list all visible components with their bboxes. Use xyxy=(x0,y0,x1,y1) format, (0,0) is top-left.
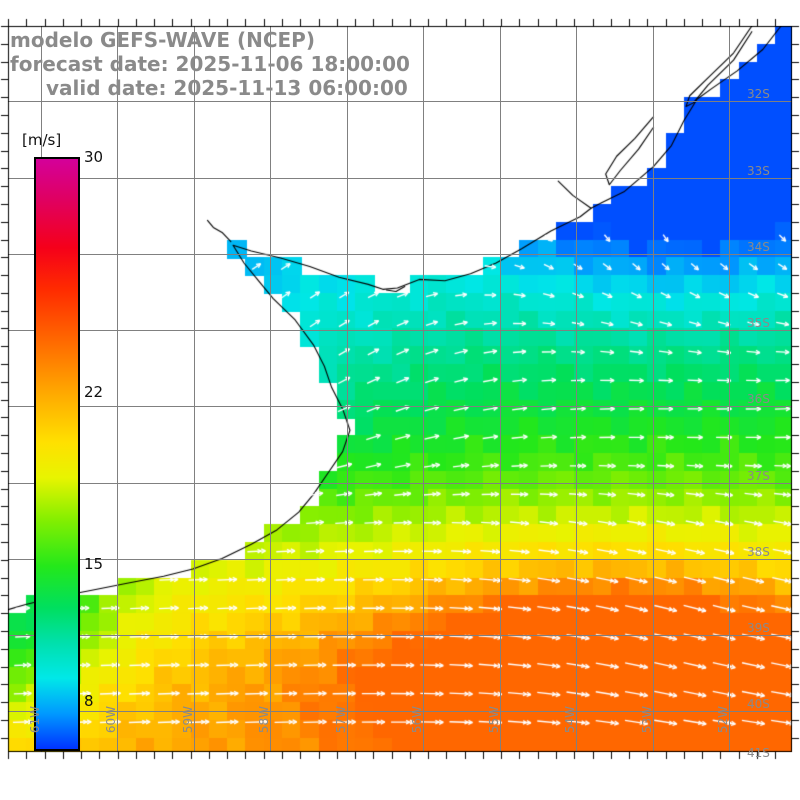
colorbar-tick-22: 22 xyxy=(84,382,104,401)
x-tick-label-61W: 61W xyxy=(28,706,42,734)
y-tick-label-38S: 38S xyxy=(747,545,770,559)
colorbar-unit-label: [m/s] xyxy=(22,131,62,149)
x-tick-label-59W: 59W xyxy=(181,706,195,734)
colorbar-tick-8: 8 xyxy=(84,691,94,710)
y-tick-label-35S: 35S xyxy=(747,316,770,330)
y-tick-label-32S: 32S xyxy=(747,87,770,101)
x-tick-label-55W: 55W xyxy=(487,706,501,734)
colorbar-gradient xyxy=(34,157,80,751)
y-tick-label-41S: 41S xyxy=(747,746,770,760)
x-tick-label-54W: 54W xyxy=(563,706,577,734)
colorbar-tick-15: 15 xyxy=(84,554,104,573)
colorbar xyxy=(34,157,80,751)
y-tick-label-33S: 33S xyxy=(747,164,770,178)
colorbar-tick-30: 30 xyxy=(84,148,104,166)
y-tick-label-37S: 37S xyxy=(747,469,770,483)
x-tick-label-53W: 53W xyxy=(640,706,654,734)
y-tick-label-39S: 39S xyxy=(747,621,770,635)
x-tick-label-60W: 60W xyxy=(104,706,118,734)
y-tick-label-34S: 34S xyxy=(747,240,770,254)
x-tick-label-56W: 56W xyxy=(410,706,424,734)
x-tick-label-57W: 57W xyxy=(334,706,348,734)
y-tick-label-40S: 40S xyxy=(747,697,770,711)
x-tick-label-58W: 58W xyxy=(257,706,271,734)
x-tick-label-52W: 52W xyxy=(716,706,730,734)
y-tick-label-36S: 36S xyxy=(747,392,770,406)
